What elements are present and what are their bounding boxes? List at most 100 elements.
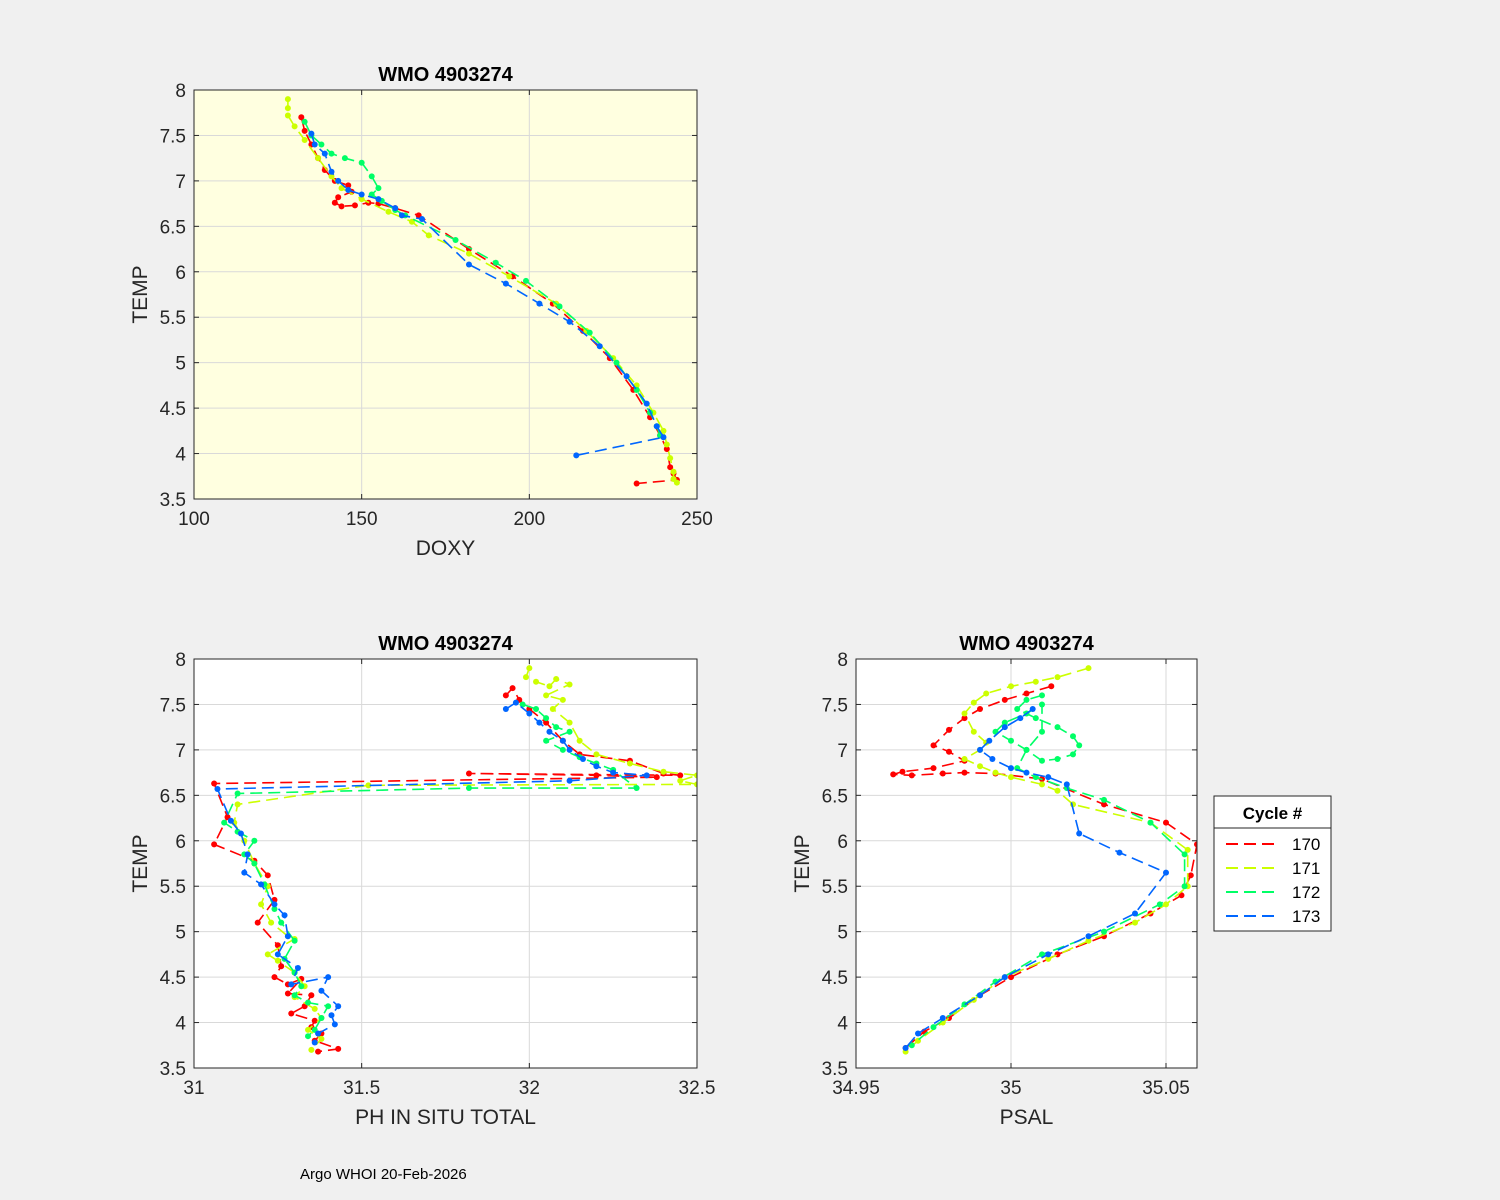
data-point-172 — [1023, 696, 1030, 703]
data-point-171 — [543, 692, 550, 699]
data-point-173 — [1001, 974, 1008, 981]
data-point-170 — [351, 202, 358, 209]
data-point-170 — [465, 770, 472, 777]
data-point-173 — [1045, 951, 1052, 958]
data-point-171 — [626, 760, 633, 767]
data-point-172 — [543, 715, 550, 722]
data-point-170 — [345, 182, 352, 189]
data-point-170 — [315, 1048, 322, 1055]
data-point-173 — [559, 737, 566, 744]
series-group — [890, 665, 1197, 1055]
data-point-172 — [492, 259, 499, 266]
data-point-171 — [673, 479, 680, 486]
data-point-172 — [291, 992, 298, 999]
data-point-173 — [1045, 774, 1052, 781]
data-point-170 — [335, 194, 342, 201]
data-point-171 — [268, 919, 275, 926]
x-tick-label: 200 — [513, 509, 545, 530]
data-point-171 — [549, 705, 556, 712]
data-point-171 — [318, 1035, 325, 1042]
data-point-172 — [522, 277, 529, 284]
series-group — [211, 665, 697, 1055]
data-point-171 — [274, 957, 281, 964]
data-point-173 — [566, 746, 573, 753]
data-point-170 — [284, 990, 291, 997]
data-point-171 — [660, 768, 667, 775]
y-tick-label: 4 — [175, 1014, 186, 1035]
data-point-173 — [502, 280, 509, 287]
data-point-173 — [596, 343, 603, 350]
data-point-173 — [546, 728, 553, 735]
data-point-170 — [890, 771, 897, 778]
data-point-173 — [977, 992, 983, 999]
data-point-173 — [566, 777, 573, 784]
data-point-170 — [308, 992, 315, 999]
data-point-170 — [301, 127, 308, 134]
data-point-170 — [663, 446, 670, 453]
data-point-173 — [321, 150, 328, 157]
data-point-172 — [1032, 715, 1039, 722]
data-point-173 — [623, 373, 630, 380]
data-point-172 — [1054, 724, 1061, 731]
y-tick-label: 8 — [175, 650, 186, 671]
data-point-171 — [970, 699, 977, 706]
y-tick-label: 6.5 — [160, 786, 186, 807]
data-point-173 — [660, 434, 667, 441]
y-tick-label: 6 — [837, 832, 848, 853]
data-point-170 — [1023, 690, 1030, 697]
data-point-173 — [643, 400, 650, 407]
y-axis-label: TEMP — [129, 834, 152, 892]
data-point-170 — [653, 774, 660, 781]
data-point-170 — [1008, 974, 1014, 981]
data-point-172 — [533, 705, 540, 712]
data-point-171 — [408, 218, 415, 225]
data-point-172 — [1070, 733, 1076, 740]
x-tick-label: 31.5 — [343, 1078, 380, 1099]
data-point-171 — [291, 123, 298, 130]
data-point-172 — [613, 359, 620, 366]
data-point-172 — [633, 785, 640, 792]
data-point-173 — [398, 212, 405, 219]
data-point-171 — [1008, 774, 1014, 781]
data-point-171 — [1045, 955, 1052, 962]
axes-frame — [855, 658, 1198, 1069]
data-point-171 — [358, 196, 365, 203]
data-point-170 — [899, 768, 906, 775]
data-point-172 — [301, 118, 308, 125]
y-tick-label: 4.5 — [160, 399, 186, 420]
y-tick-label: 5 — [175, 923, 186, 944]
data-point-170 — [502, 692, 509, 699]
data-point-172 — [519, 701, 526, 708]
data-point-172 — [318, 141, 325, 148]
data-point-173 — [610, 769, 617, 776]
data-point-171 — [694, 781, 697, 788]
data-point-172 — [1147, 819, 1154, 826]
data-point-173 — [579, 755, 586, 762]
y-tick-label: 7.5 — [160, 126, 186, 147]
data-point-173 — [328, 168, 335, 175]
x-tick-label: 32 — [519, 1078, 540, 1099]
data-point-173 — [331, 1021, 338, 1028]
data-point-173 — [643, 772, 650, 779]
legend-label-172: 172 — [1292, 883, 1320, 902]
x-tick-label: 32.5 — [679, 1078, 716, 1099]
data-point-173 — [318, 987, 325, 994]
data-point-173 — [308, 130, 315, 137]
chart-3: 34.95 35 35.05 3.5 4 4.5 5 5.5 6 6.5 7 7.5 8 WMO 4903… — [791, 633, 1198, 1129]
data-point-171 — [308, 1046, 315, 1053]
legend-box — [1213, 795, 1332, 932]
data-point-171 — [992, 769, 999, 776]
x-axis-label: PH IN SITU TOTAL — [355, 1106, 536, 1129]
data-point-171 — [660, 427, 667, 434]
data-point-171 — [284, 105, 291, 112]
data-point-173 — [241, 869, 248, 876]
x-tick-label: 35 — [1000, 1078, 1021, 1099]
data-point-173 — [1023, 769, 1030, 776]
x-tick-label: 100 — [178, 509, 210, 530]
y-tick-label: 4 — [837, 1014, 848, 1035]
x-tick-label: 250 — [681, 509, 713, 530]
data-point-173 — [274, 951, 281, 958]
data-point-173 — [939, 1015, 946, 1022]
x-tick-label: 34.95 — [832, 1078, 880, 1099]
data-point-171 — [670, 468, 677, 475]
